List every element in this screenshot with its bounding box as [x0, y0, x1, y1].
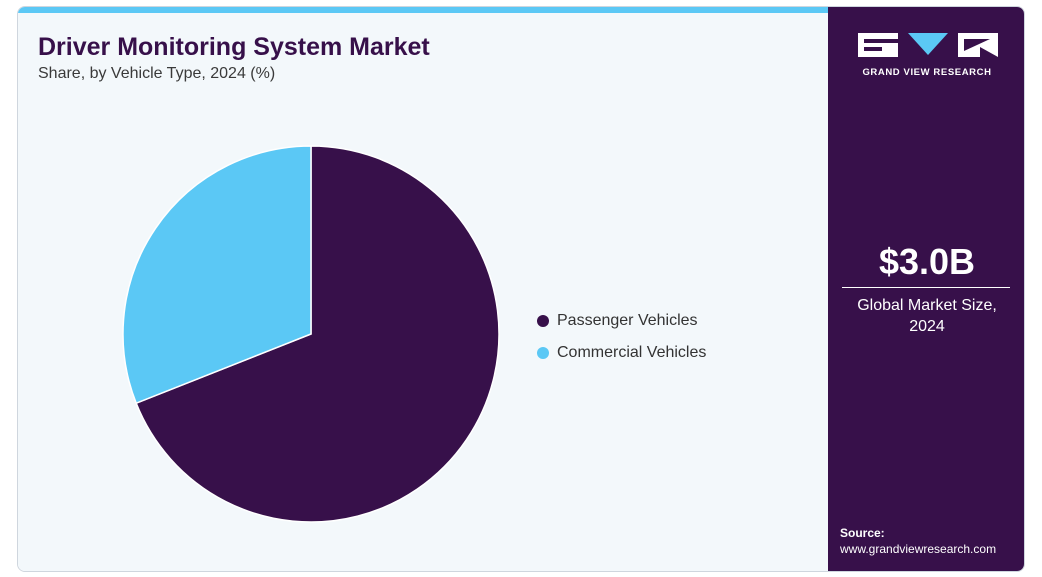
chart-subtitle: Share, by Vehicle Type, 2024 (%): [38, 65, 276, 82]
gvr-logo-icon: [858, 33, 998, 57]
legend-swatch: [537, 347, 549, 359]
market-size-value: $3.0B: [878, 241, 976, 282]
legend-swatch: [537, 315, 549, 327]
accent-bar: [18, 7, 828, 13]
market-size-label-line2: 2024: [909, 318, 945, 335]
pie-slice-passenger-vehicles: [135, 145, 500, 523]
legend-item: Passenger Vehicles: [537, 305, 706, 337]
chart-panel: Driver Monitoring System Market Share, b…: [18, 7, 828, 571]
legend-item: Commercial Vehicles: [537, 337, 706, 369]
info-sidebar: GRAND VIEW RESEARCH $3.0B Global Market …: [828, 7, 1024, 571]
chart-legend: Passenger Vehicles Commercial Vehicles: [537, 305, 706, 369]
market-size-label: Global Market Size, 2024: [828, 295, 1024, 337]
source-title: Source:: [840, 526, 885, 540]
chart-card: Driver Monitoring System Market Share, b…: [17, 6, 1025, 572]
source-url: www.grandviewresearch.com: [840, 542, 997, 556]
chart-title: Driver Monitoring System Market: [38, 33, 430, 61]
market-size-divider: [842, 287, 1010, 288]
market-size-label-line1: Global Market Size,: [857, 297, 997, 314]
pie-chart: [122, 145, 500, 523]
pie-slice-commercial-vehicles: [122, 145, 312, 405]
legend-label: Commercial Vehicles: [557, 344, 707, 361]
brand-name: GRAND VIEW RESEARCH: [862, 67, 992, 78]
legend-label: Passenger Vehicles: [557, 312, 698, 329]
